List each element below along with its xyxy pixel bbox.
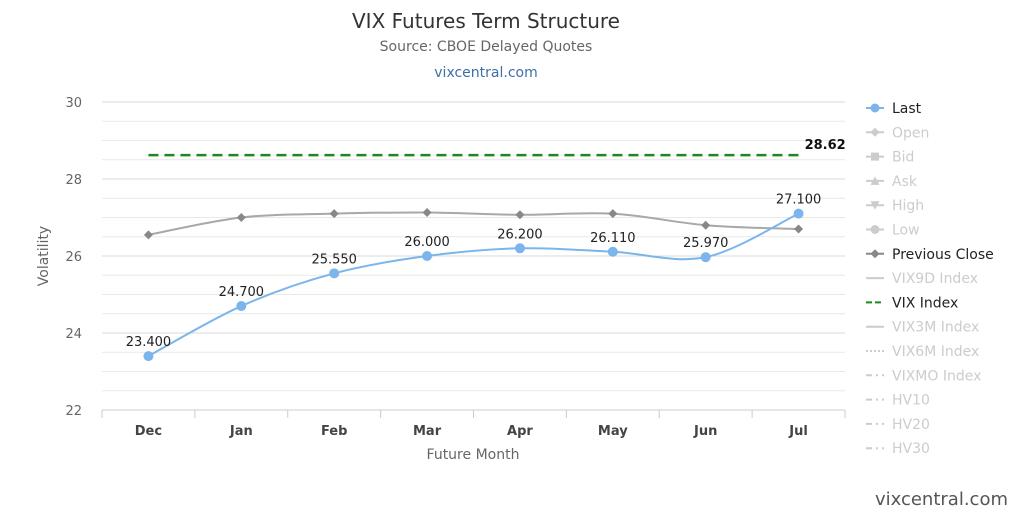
legend-item[interactable]: VIX9D Index: [866, 271, 978, 287]
y-tick-label: 26: [65, 250, 82, 265]
last-data-label: 26.200: [497, 227, 543, 242]
last-point[interactable]: [700, 252, 711, 263]
grid-lines: [102, 101, 845, 411]
x-tick-label: Dec: [135, 424, 162, 439]
legend-label: Bid: [892, 150, 914, 166]
legend-label: Open: [892, 125, 929, 141]
previous-close-point: [143, 230, 153, 240]
legend-triangle-down-icon: [870, 201, 880, 210]
previous-close-point: [701, 220, 711, 230]
legend-label: VIX6M Index: [892, 344, 979, 360]
previous-close-point: [515, 210, 525, 220]
series-layer: 28.62 23.400 24.700 25.550 26.000 26.200 26.11…: [126, 138, 846, 362]
legend: Last Open Bid Ask High Low Previous Close VIX9D…: [866, 101, 994, 457]
last-data-label: 25.550: [311, 252, 357, 267]
previous-close-point: [329, 209, 339, 219]
last-data-label: 24.700: [219, 285, 265, 300]
legend-label: VIXMO Index: [892, 368, 981, 384]
y-axis-ticks: 22 24 26 28 30: [65, 96, 82, 419]
legend-label: HV30: [892, 441, 930, 457]
x-tick-label: Jul: [788, 424, 808, 439]
legend-label: HV20: [892, 417, 930, 433]
legend-item[interactable]: High: [866, 198, 924, 214]
last-point[interactable]: [422, 251, 433, 261]
chart-subtitle: Source: CBOE Delayed Quotes: [380, 39, 593, 55]
y-tick-label: 24: [65, 327, 82, 342]
legend-item[interactable]: VIX6M Index: [866, 344, 979, 360]
previous-close-point: [608, 209, 618, 219]
y-tick-label: 22: [65, 404, 82, 419]
previous-close-point: [422, 207, 432, 217]
legend-diamond-icon: [870, 249, 880, 259]
last-point[interactable]: [514, 243, 525, 254]
x-tick-label: Apr: [507, 424, 533, 439]
legend-item[interactable]: Bid: [866, 150, 914, 166]
legend-triangle-icon: [870, 176, 880, 185]
x-tick-label: Feb: [321, 424, 347, 439]
legend-circle-icon: [870, 103, 880, 113]
last-point[interactable]: [329, 268, 340, 279]
x-tick-label: Jan: [229, 424, 253, 439]
last-data-label: 25.970: [683, 236, 729, 251]
legend-square-icon: [871, 152, 879, 161]
legend-item[interactable]: Ask: [866, 174, 918, 190]
source-link[interactable]: vixcentral.com: [434, 65, 537, 81]
x-tick-label: Jun: [693, 424, 717, 439]
legend-label: Ask: [892, 174, 918, 190]
legend-label: Previous Close: [892, 247, 994, 263]
watermark: vixcentral.com: [875, 489, 1008, 510]
legend-label: VIX9D Index: [892, 271, 978, 287]
last-data-label: 26.110: [590, 231, 636, 246]
legend-item[interactable]: VIXMO Index: [866, 368, 981, 384]
last-data-label: 26.000: [404, 235, 450, 250]
y-tick-label: 28: [65, 173, 82, 188]
legend-item[interactable]: Last: [866, 101, 922, 117]
last-point[interactable]: [793, 208, 804, 219]
legend-item[interactable]: VIX3M Index: [866, 320, 979, 336]
legend-diamond-icon: [870, 127, 880, 137]
previous-close-point: [794, 224, 804, 234]
y-tick-label: 30: [65, 96, 82, 111]
last-point[interactable]: [607, 246, 618, 257]
previous-close-point: [236, 213, 246, 222]
legend-item[interactable]: HV30: [866, 441, 930, 457]
last-point[interactable]: [143, 351, 154, 362]
x-tick-label: May: [598, 424, 628, 439]
legend-label: High: [892, 198, 924, 214]
legend-label: VIX3M Index: [892, 320, 979, 336]
legend-label: Last: [892, 101, 922, 117]
legend-item[interactable]: Previous Close: [866, 247, 994, 263]
legend-circle-icon: [870, 225, 880, 234]
legend-item[interactable]: HV20: [866, 417, 930, 433]
x-axis-ticks: Dec Jan Feb Mar Apr May Jun Jul: [101, 410, 846, 439]
legend-item[interactable]: VIX Index: [866, 295, 958, 311]
legend-item[interactable]: Open: [866, 125, 929, 141]
chart-title: VIX Futures Term Structure: [352, 9, 620, 33]
previous-close-line: [148, 211, 799, 236]
last-point[interactable]: [236, 301, 247, 312]
x-tick-label: Mar: [413, 424, 442, 439]
legend-label: HV10: [892, 393, 930, 409]
last-data-label: 27.100: [776, 193, 822, 208]
vix-index-label: 28.62: [805, 138, 846, 153]
legend-label: Low: [892, 223, 920, 239]
legend-label: VIX Index: [892, 295, 958, 311]
y-axis-title: Volatility: [36, 226, 52, 286]
x-axis-title: Future Month: [427, 447, 520, 463]
legend-item[interactable]: HV10: [866, 393, 930, 409]
last-data-label: 23.400: [126, 335, 172, 350]
legend-item[interactable]: Low: [866, 223, 920, 239]
